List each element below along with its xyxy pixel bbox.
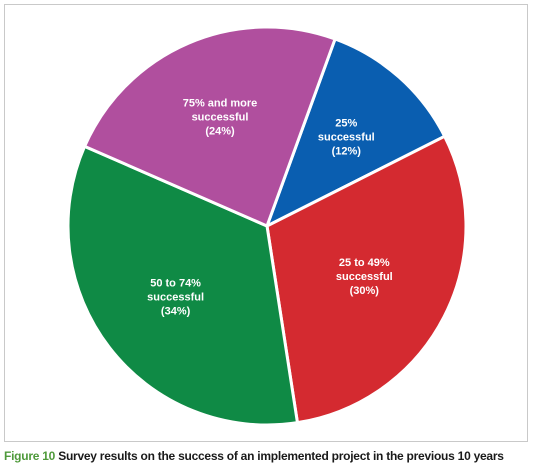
slice-label-line: successful: [336, 271, 393, 283]
slice-label-line: successful: [192, 111, 249, 123]
caption-text: Survey results on the success of an impl…: [55, 449, 504, 463]
slice-label-line: successful: [147, 291, 204, 303]
pie-slice-3: [83, 25, 337, 228]
slice-label-line: successful: [318, 132, 375, 144]
slice-label-line: 50 to 74%: [150, 277, 201, 289]
slice-label-2: 50 to 74% successful (34%): [147, 277, 204, 317]
slice-label-line: 25%: [335, 118, 357, 130]
slice-label-1: 25 to 49% successful (30%): [336, 257, 393, 297]
slice-label-line: (34%): [161, 305, 191, 317]
slice-label-line: 25 to 49%: [339, 257, 390, 269]
slice-label-3: 75% and more successful (24%): [183, 97, 258, 137]
pie-slice-2: [66, 144, 299, 427]
slice-label-line: (30%): [350, 285, 380, 297]
slice-label-0: 25% successful (12%): [318, 118, 375, 158]
slice-label-line: (24%): [205, 125, 235, 137]
figure-caption: Figure 10 Survey results on the success …: [4, 449, 532, 463]
pie-slice-1: [265, 134, 468, 425]
pie-slice-0: [265, 37, 447, 228]
figure-number: Figure 10: [4, 449, 56, 463]
slice-label-line: (12%): [332, 146, 362, 158]
slice-label-line: 75% and more: [183, 97, 258, 109]
